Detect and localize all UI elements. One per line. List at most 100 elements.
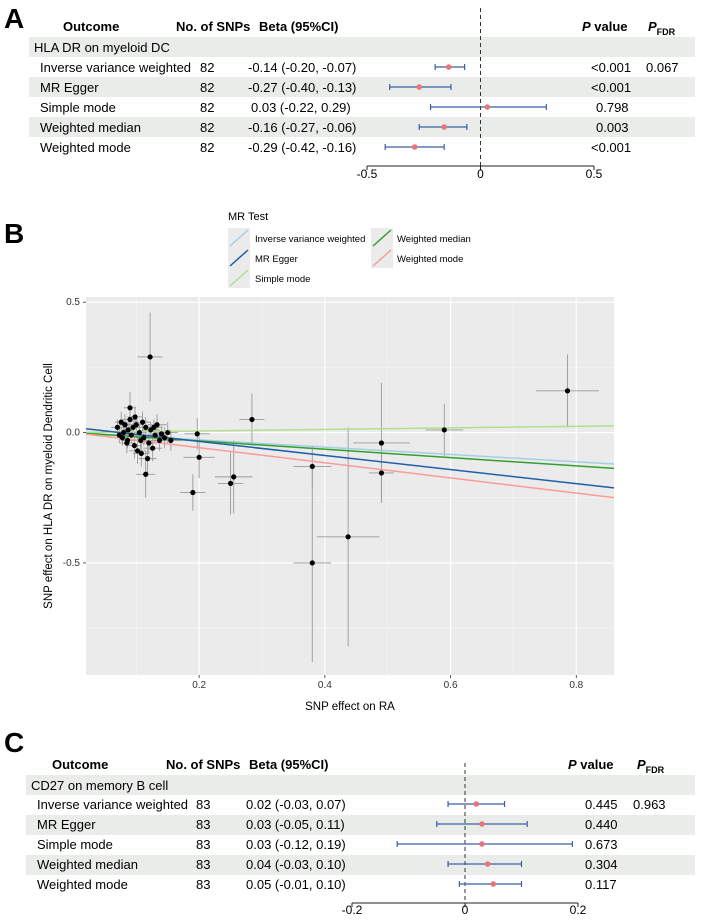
point-estimate xyxy=(441,124,447,130)
row-beta: 0.05 (-0.01, 0.10) xyxy=(246,877,346,892)
panel-c-header-beta: Beta (95%CI) xyxy=(249,757,328,772)
data-point xyxy=(158,431,165,437)
y-axis-label: SNP effect on HLA DR on myeloid Dendriti… xyxy=(43,363,55,609)
panel-a-header-nsnps: No. of SNPs xyxy=(176,19,250,34)
panel-c-header-nsnps: No. of SNPs xyxy=(166,757,240,772)
x-tick-label: 0 xyxy=(477,167,484,181)
panel-b: B MR Test Inverse variance weighted Weig… xyxy=(4,211,615,713)
panel-a-stripe xyxy=(29,117,695,137)
data-point xyxy=(114,424,121,430)
legend-label: Simple mode xyxy=(255,274,310,285)
row-method: Weighted mode xyxy=(37,877,128,892)
panel-c-row: Simple mode 83 0.03 (-0.12, 0.19) 0.673 xyxy=(37,837,618,852)
data-point xyxy=(145,456,151,462)
panel-a-header-pfdr: PFDR xyxy=(648,19,676,37)
point-estimate xyxy=(484,104,491,110)
data-point xyxy=(119,435,126,441)
point-estimate xyxy=(479,841,485,847)
point-estimate xyxy=(473,801,480,807)
data-point xyxy=(309,560,315,566)
x-axis-label: SNP effect on RA xyxy=(305,701,395,713)
data-point xyxy=(161,435,168,441)
data-point xyxy=(127,416,133,423)
row-pvalue: 0.445 xyxy=(585,797,618,812)
row-nsnps: 83 xyxy=(196,857,210,872)
panel-a-header-pvalue: P value xyxy=(582,19,628,34)
row-pvalue: 0.798 xyxy=(596,100,629,115)
y-tick-label: 0.0 xyxy=(66,428,80,439)
panel-a: A Outcome No. of SNPs Beta (95%CI) P val… xyxy=(4,3,695,181)
legend-swatch xyxy=(372,229,392,247)
row-fdr: 0.963 xyxy=(633,797,666,812)
legend-item: Weighted mode xyxy=(371,248,463,268)
panel-c-stripe xyxy=(26,855,695,875)
row-beta: 0.02 (-0.03, 0.07) xyxy=(246,797,346,812)
data-point xyxy=(165,429,171,436)
panel-c-group-band xyxy=(26,775,695,795)
row-pvalue: <0.001 xyxy=(591,80,631,95)
data-point xyxy=(128,432,134,438)
row-method: Inverse variance weighted xyxy=(40,60,191,75)
row-beta: 0.03 (-0.12, 0.19) xyxy=(246,837,346,852)
row-nsnps: 83 xyxy=(196,877,210,892)
data-point xyxy=(122,422,128,428)
regression-line xyxy=(85,428,615,489)
data-point xyxy=(125,427,131,433)
data-point xyxy=(564,388,571,394)
row-method: Simple mode xyxy=(37,837,113,852)
row-nsnps: 82 xyxy=(200,100,214,115)
row-pvalue: 0.440 xyxy=(585,817,618,832)
panel-c-forest-plot xyxy=(351,763,579,907)
row-pvalue: <0.001 xyxy=(591,60,631,75)
point-estimate xyxy=(490,881,497,887)
legend-swatch xyxy=(372,249,392,267)
row-beta: -0.27 (-0.40, -0.13) xyxy=(248,80,356,95)
x-tick-label: 0.2 xyxy=(192,680,206,691)
data-point xyxy=(139,419,146,425)
panel-a-header-beta: Beta (95%CI) xyxy=(259,19,338,34)
row-pvalue: 0.304 xyxy=(585,857,618,872)
data-point xyxy=(168,437,174,443)
panel-a-row: Simple mode 82 0.03 (-0.22, 0.29) 0.798 xyxy=(40,100,629,115)
row-nsnps: 83 xyxy=(196,837,210,852)
data-point xyxy=(345,534,351,540)
row-pvalue: 0.117 xyxy=(585,877,617,892)
data-point xyxy=(132,414,138,420)
row-method: Weighted median xyxy=(40,120,141,135)
legend-title: MR Test xyxy=(228,211,268,223)
point-estimate xyxy=(416,84,423,90)
panel-c-stripe xyxy=(26,815,695,835)
regression-line xyxy=(85,433,615,499)
x-tick-label: 0.8 xyxy=(569,680,583,691)
x-tick-label: 0.4 xyxy=(318,680,332,691)
legend-label: Weighted mode xyxy=(397,254,463,265)
row-beta: -0.29 (-0.42, -0.16) xyxy=(248,140,356,155)
x-tick-label: 0.5 xyxy=(586,167,603,181)
data-point xyxy=(143,471,149,477)
legend-swatch xyxy=(229,269,249,287)
row-method: Simple mode xyxy=(40,100,116,115)
panel-a-row: Weighted median 82 -0.16 (-0.27, -0.06) … xyxy=(40,120,629,135)
panel-a-letter: A xyxy=(4,3,24,34)
x-axis-tick-labels: 0.2 0.4 0.6 0.8 xyxy=(192,680,583,691)
panel-a-group-band xyxy=(29,37,695,57)
row-beta: 0.03 (-0.22, 0.29) xyxy=(251,100,351,115)
data-point xyxy=(118,419,124,425)
x-tick-label: -0.2 xyxy=(342,903,363,917)
row-pvalue: 0.673 xyxy=(585,837,618,852)
y-tick-label: -0.5 xyxy=(63,558,81,569)
row-nsnps: 82 xyxy=(200,120,214,135)
legend-item: Weighted median xyxy=(371,228,471,248)
legend-item: MR Egger xyxy=(228,248,298,268)
data-point xyxy=(227,480,234,486)
point-estimate xyxy=(445,64,452,70)
row-pvalue: <0.001 xyxy=(591,140,631,155)
panel-a-axis-labels: -0.5 0 0.5 xyxy=(357,167,603,181)
legend-label: MR Egger xyxy=(255,254,298,265)
data-point xyxy=(194,431,200,437)
data-point xyxy=(134,448,141,454)
legend-swatch xyxy=(229,229,249,247)
data-point xyxy=(378,470,385,476)
legend-label: Weighted median xyxy=(397,234,471,245)
